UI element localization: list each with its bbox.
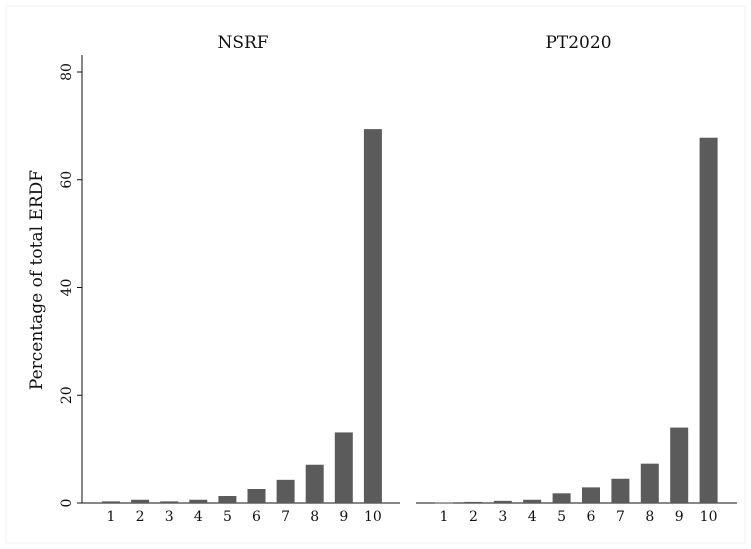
bar-5 bbox=[552, 493, 571, 503]
x-tick-label: 7 bbox=[281, 509, 290, 525]
y-tick-label: 80 bbox=[59, 63, 75, 81]
x-tick-label: 6 bbox=[252, 509, 261, 525]
x-tick-label: 4 bbox=[194, 509, 203, 525]
panel-title: PT2020 bbox=[545, 33, 611, 53]
bar-2 bbox=[131, 499, 150, 503]
panel-2: PT2020 1 2 3 4 5 6 7 8 9 10 bbox=[416, 33, 737, 525]
y-tick-label: 60 bbox=[59, 171, 75, 189]
y-tick-label: 20 bbox=[59, 386, 75, 404]
x-tick-label: 4 bbox=[528, 509, 537, 525]
bar-9 bbox=[334, 432, 353, 503]
bar-7 bbox=[276, 479, 295, 503]
bar-9 bbox=[670, 427, 689, 503]
x-tick-label: 3 bbox=[498, 509, 507, 525]
x-tick-label: 5 bbox=[557, 509, 566, 525]
bar-4 bbox=[523, 499, 542, 503]
bar-7 bbox=[611, 478, 630, 503]
x-tick-label: 8 bbox=[645, 509, 654, 525]
bar-8 bbox=[305, 464, 324, 503]
x-tick-label: 7 bbox=[616, 509, 625, 525]
bar-8 bbox=[640, 463, 659, 503]
panel-1: NSRF 0 20 40 60 80 1 2 3 4 5 6 7 8 9 10 bbox=[59, 33, 400, 525]
bar-4 bbox=[189, 499, 208, 503]
y-axis-label: Percentage of total ERDF bbox=[27, 170, 47, 390]
x-tick-label: 2 bbox=[469, 509, 478, 525]
bar-3 bbox=[493, 500, 512, 503]
bar-6 bbox=[247, 488, 266, 503]
bar-10 bbox=[699, 137, 718, 504]
x-tick-label: 5 bbox=[223, 509, 232, 525]
bar-10 bbox=[363, 129, 382, 504]
panel-title: NSRF bbox=[217, 33, 268, 53]
x-tick-label: 9 bbox=[675, 509, 684, 525]
x-tick-label: 1 bbox=[107, 509, 116, 525]
bar-3 bbox=[160, 501, 179, 503]
x-tick-label: 10 bbox=[700, 509, 718, 525]
x-tick-label: 1 bbox=[440, 509, 449, 525]
bar-5 bbox=[218, 495, 237, 503]
x-tick-label: 6 bbox=[587, 509, 596, 525]
y-tick-label: 40 bbox=[59, 279, 75, 297]
bar-1 bbox=[102, 501, 120, 503]
x-tick-label: 2 bbox=[136, 509, 145, 525]
x-tick-label: 8 bbox=[310, 509, 319, 525]
x-tick-label: 3 bbox=[165, 509, 174, 525]
bar-6 bbox=[582, 487, 600, 503]
x-tick-label: 9 bbox=[339, 509, 348, 525]
bar-2 bbox=[464, 501, 483, 503]
bar-1 bbox=[435, 502, 453, 504]
x-tick-label: 10 bbox=[364, 509, 382, 525]
y-tick-label: 0 bbox=[59, 499, 75, 508]
